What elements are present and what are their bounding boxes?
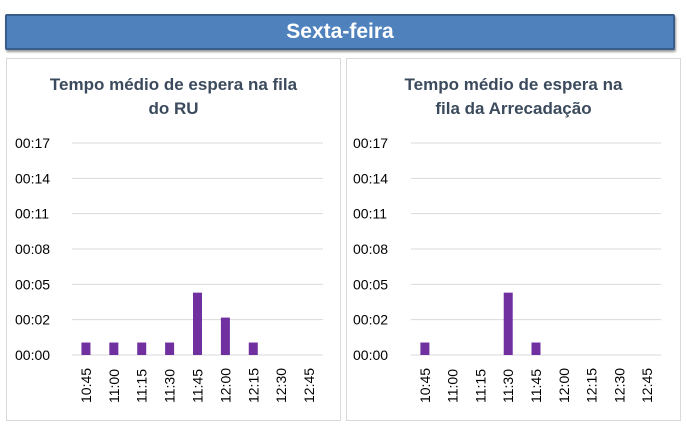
x-tick-label: 11:15 [134,369,150,403]
x-tick-label: 12:00 [556,368,572,403]
y-tick-label: 00:08 [353,241,388,257]
y-tick-label: 00:00 [353,347,388,363]
chart-title-line: Tempo médio de espera na [404,75,623,94]
chart-title: Tempo médio de espera na fila da Arrecad… [347,73,680,121]
y-tick-label: 00:05 [353,276,388,292]
x-tick-label: 12:15 [584,368,600,403]
x-tick-label: 11:00 [445,369,461,403]
bar [248,342,258,355]
day-banner: Sexta-feira [5,14,675,50]
x-tick-label: 10:45 [78,368,94,403]
x-tick-label: 12:00 [217,368,233,403]
x-tick-label: 11:00 [106,369,122,403]
y-tick-label: 00:11 [353,206,387,222]
bar [165,342,175,355]
y-tick-label: 00:00 [15,347,50,363]
y-tick-label: 00:14 [353,170,388,186]
y-tick-label: 00:17 [15,135,50,151]
chart-svg: 00:00 00:02 00:05 00:08 00:11 00:14 00:17 10:45… [15,135,323,403]
y-tick-label: 00:08 [15,241,50,257]
x-tick-label: 11:45 [528,369,544,403]
chart-title-line: Tempo médio de espera na fila [49,75,298,94]
x-tick-label: 12:30 [273,368,289,403]
y-tick-label: 00:05 [15,276,50,292]
bar [220,317,230,355]
x-tick-label: 12:45 [639,368,655,403]
bar [531,342,541,355]
bar [420,342,430,355]
bar [109,342,119,355]
x-tick-label: 11:45 [190,369,206,403]
x-tick-label: 12:30 [611,368,627,403]
y-tick-label: 00:11 [15,206,49,222]
y-tick-label: 00:17 [353,135,388,151]
bar [503,292,513,355]
chart-title-line: fila da Arrecadação [435,99,592,118]
x-tick-label: 10:45 [417,368,433,403]
x-tick-label: 11:30 [162,369,178,403]
y-tick-label: 00:02 [15,312,50,328]
x-tick-label: 12:45 [301,368,317,403]
bar [137,342,147,355]
x-tick-label: 11:15 [472,369,488,403]
chart-svg: 00:00 00:02 00:05 00:08 00:11 00:14 00:17 10:45… [353,135,661,403]
bar [81,342,91,355]
x-tick-label: 11:30 [500,369,516,403]
chart-title: Tempo médio de espera na fila do RU [7,73,340,121]
chart-title-line: do RU [148,99,199,118]
y-tick-label: 00:14 [15,170,50,186]
bar [193,292,202,355]
x-tick-label: 12:15 [245,368,261,403]
chart-panel-arrecadacao: Tempo médio de espera na fila da Arrecad… [346,58,681,421]
y-tick-label: 00:02 [353,312,388,328]
chart-panel-ru: Tempo médio de espera na fila do RU 00:0… [6,58,341,421]
